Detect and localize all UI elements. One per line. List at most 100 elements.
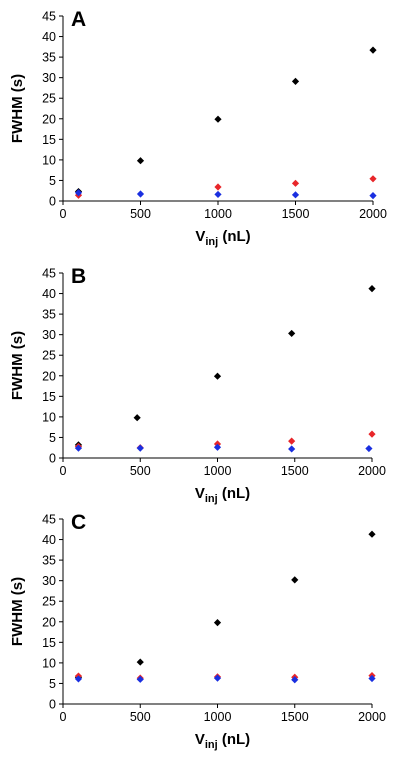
- y-tick-label: 45: [42, 513, 56, 527]
- y-tick-label: 30: [42, 71, 56, 85]
- panel-a: 0 5 10 15 20 25 30 35 40 45 0 500 1000 1500 2000 FWHM (…: [9, 8, 387, 248]
- x-tick-label: 500: [130, 710, 151, 724]
- y-tick-label: 0: [49, 195, 56, 209]
- data-point-blue: [136, 190, 145, 198]
- y-tick-label: 15: [42, 636, 56, 650]
- y-tick-label: 20: [42, 112, 56, 126]
- x-tick-label: 1000: [204, 464, 232, 478]
- y-tick-label: 25: [42, 92, 56, 106]
- data-point-blue: [213, 674, 222, 682]
- x-axis-title-subscript: inj: [205, 493, 218, 505]
- data-point-black: [213, 619, 222, 627]
- y-tick-label: 40: [42, 287, 56, 301]
- data-point-blue: [365, 444, 373, 453]
- data-point-red: [214, 183, 222, 191]
- series-red: [74, 430, 376, 452]
- y-tick-label: 40: [42, 30, 56, 44]
- series-blue: [74, 189, 377, 200]
- y-axis-title: FWHM (s): [9, 331, 26, 400]
- x-axis-title: Vinj (nL): [195, 731, 250, 751]
- data-point-blue: [368, 674, 376, 683]
- y-tick-label: 30: [42, 574, 56, 588]
- y-tick-label: 20: [42, 369, 56, 383]
- data-point-red: [369, 175, 377, 183]
- y-tick-label: 35: [42, 308, 56, 322]
- x-tick-label: 2000: [358, 464, 386, 478]
- y-tick-label: 0: [49, 698, 56, 712]
- y-tick-label: 0: [49, 452, 56, 466]
- y-tick-label: 15: [42, 390, 56, 404]
- x-tick-label: 2000: [358, 710, 386, 724]
- panel-b: 0 5 10 15 20 25 30 35 40 45 0 500 1000 1500 2000 FWHM (…: [9, 265, 386, 505]
- data-point-blue: [288, 445, 296, 453]
- x-axis-title-unit: (nL): [218, 228, 250, 245]
- data-point-blue: [136, 675, 144, 683]
- data-point-black: [133, 414, 141, 422]
- data-point-blue: [74, 189, 83, 197]
- data-point-blue: [74, 675, 83, 683]
- data-point-black: [291, 576, 299, 584]
- data-point-red: [368, 430, 376, 438]
- x-tick-label: 2000: [359, 207, 387, 221]
- data-point-blue: [213, 443, 222, 451]
- panel-letter: A: [71, 8, 86, 31]
- data-point-black: [214, 115, 222, 123]
- y-tick-label: 35: [42, 554, 56, 568]
- x-axis-title-main: V: [195, 731, 205, 748]
- data-point-black: [369, 46, 377, 54]
- x-tick-label: 0: [60, 710, 67, 724]
- x-tick-label: 500: [130, 207, 151, 221]
- panel-letter: B: [71, 265, 86, 288]
- series-black: [74, 285, 376, 449]
- y-axis-title: FWHM (s): [9, 74, 26, 143]
- y-tick-label: 45: [42, 267, 56, 281]
- series-blue: [74, 443, 373, 453]
- x-tick-label: 1500: [281, 710, 309, 724]
- data-point-blue: [291, 676, 299, 684]
- panel-letter: C: [71, 511, 86, 534]
- x-tick-label: 0: [60, 207, 67, 221]
- data-point-blue: [214, 190, 222, 199]
- data-point-red: [291, 179, 300, 187]
- series-red: [74, 672, 376, 682]
- series-black: [74, 46, 377, 196]
- x-axis-title-main: V: [195, 485, 205, 502]
- series-black: [74, 530, 376, 681]
- series-red: [74, 175, 377, 199]
- x-axis-title-subscript: inj: [205, 236, 218, 248]
- y-tick-label: 10: [42, 656, 56, 670]
- data-point-red: [288, 437, 296, 445]
- x-tick-label: 1000: [204, 710, 232, 724]
- data-point-black: [288, 329, 296, 338]
- y-tick-label: 10: [42, 153, 56, 167]
- y-tick-label: 5: [49, 677, 56, 691]
- data-point-blue: [369, 192, 377, 200]
- x-axis-title-unit: (nL): [218, 485, 250, 502]
- data-point-black: [213, 372, 222, 380]
- data-point-black: [368, 530, 376, 538]
- x-tick-label: 1000: [204, 207, 232, 221]
- x-tick-label: 1500: [282, 207, 310, 221]
- y-tick-label: 25: [42, 349, 56, 363]
- y-tick-label: 20: [42, 615, 56, 629]
- y-tick-label: 5: [49, 174, 56, 188]
- y-tick-label: 45: [42, 10, 56, 24]
- data-point-blue: [136, 444, 144, 452]
- y-tick-label: 35: [42, 51, 56, 65]
- data-point-blue: [291, 191, 300, 199]
- x-axis-title-main: V: [195, 228, 205, 245]
- series-blue: [74, 674, 376, 684]
- y-tick-label: 40: [42, 533, 56, 547]
- x-axis-title-subscript: inj: [205, 739, 218, 751]
- x-tick-label: 0: [60, 464, 67, 478]
- data-point-black: [368, 285, 376, 293]
- data-point-black: [136, 658, 144, 666]
- y-tick-label: 10: [42, 410, 56, 424]
- y-tick-label: 5: [49, 431, 56, 445]
- y-tick-label: 30: [42, 328, 56, 342]
- y-tick-label: 15: [42, 133, 56, 147]
- x-axis-title-unit: (nL): [218, 731, 250, 748]
- x-axis-title: Vinj (nL): [195, 228, 250, 248]
- y-tick-label: 25: [42, 595, 56, 609]
